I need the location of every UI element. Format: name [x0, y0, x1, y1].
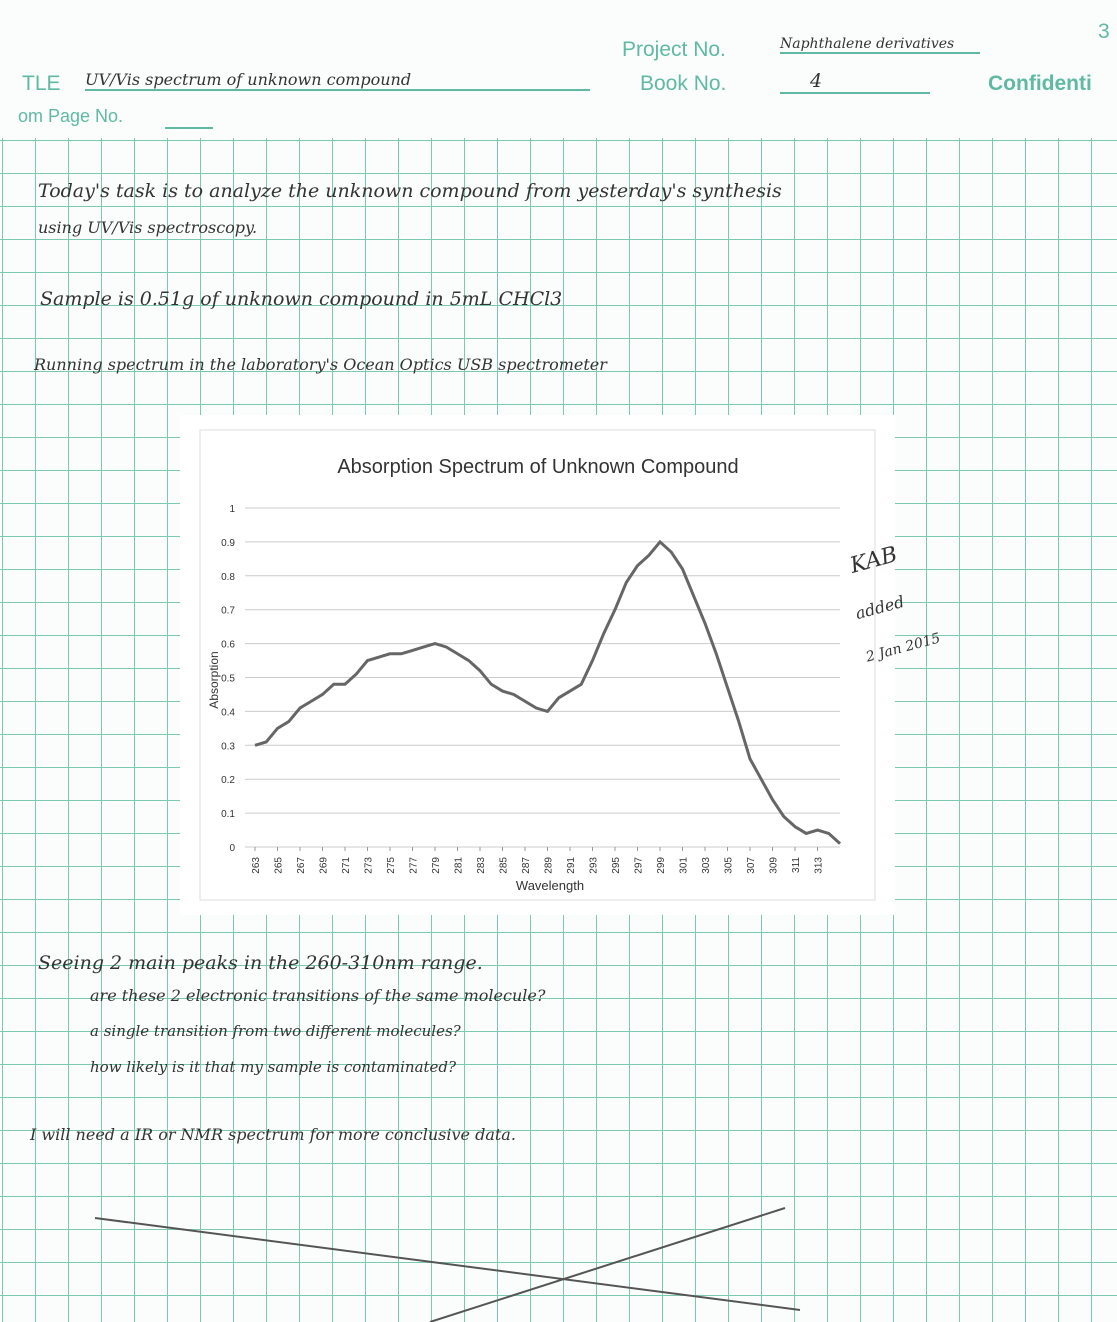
- from-page-label: om Page No.: [18, 106, 123, 127]
- strike: [95, 1218, 800, 1310]
- x-tick-label: 263: [251, 857, 262, 874]
- page-number: 3: [1098, 20, 1110, 44]
- note: Running spectrum in the laboratory's Oce…: [34, 355, 607, 374]
- chart-frame: [200, 430, 875, 900]
- strike-lines: [0, 1200, 1117, 1322]
- x-tick-label: 269: [319, 857, 330, 874]
- project: Naphthalene derivatives: [780, 36, 980, 54]
- x-tick-label: 273: [364, 857, 375, 874]
- x-tick-label: 291: [566, 857, 577, 874]
- x-tick-label: 271: [341, 857, 352, 874]
- book-label: Book No.: [640, 72, 726, 96]
- y-tick-label: 0.9: [221, 538, 235, 549]
- y-tick-label: 0: [229, 843, 235, 854]
- chart: Absorption Spectrum of Unknown Compound …: [180, 415, 895, 915]
- x-tick-label: 305: [724, 857, 735, 874]
- note: Sample is 0.51g of unknown compound in 5…: [40, 288, 562, 310]
- y-tick-label: 0.4: [221, 707, 235, 718]
- x-tick-label: 303: [701, 857, 712, 874]
- x-tick-label: 289: [544, 857, 555, 874]
- x-tick-label: 279: [431, 857, 442, 874]
- x-tick-label: 287: [521, 857, 532, 874]
- x-tick-label: 283: [476, 857, 487, 874]
- x-tick-label: 293: [589, 857, 600, 874]
- blank-line: [165, 127, 213, 129]
- note: how likely is it that my sample is conta…: [90, 1058, 456, 1076]
- x-tick-label: 309: [769, 857, 780, 874]
- header: 3 TLE UV/Vis spectrum of unknown compoun…: [0, 0, 1117, 138]
- x-axis-label: Wavelength: [516, 878, 584, 893]
- x-tick-label: 313: [814, 857, 825, 874]
- title: UV/Vis spectrum of unknown compound: [85, 70, 590, 91]
- x-tick-label: 307: [746, 857, 757, 874]
- x-tick-label: 285: [499, 857, 510, 874]
- x-tick-label: 295: [611, 857, 622, 874]
- x-tick-label: 267: [296, 857, 307, 874]
- confidential: Confidenti: [988, 72, 1092, 96]
- chart-title: Absorption Spectrum of Unknown Compound: [337, 456, 738, 478]
- y-tick-label: 0.6: [221, 640, 235, 651]
- x-tick-label: 301: [679, 857, 690, 874]
- y-tick-label: 0.2: [221, 775, 235, 786]
- x-tick-label: 277: [409, 857, 420, 874]
- y-tick-label: 0.1: [221, 809, 235, 820]
- x-tick-label: 265: [274, 857, 285, 874]
- x-tick-label: 297: [634, 857, 645, 874]
- x-tick-label: 299: [656, 857, 667, 874]
- y-tick-label: 0.8: [221, 572, 235, 583]
- y-tick-label: 0.7: [221, 606, 235, 617]
- note: Seeing 2 main peaks in the 260-310nm ran…: [38, 952, 483, 974]
- strike: [430, 1208, 785, 1322]
- project-label: Project No.: [622, 38, 726, 62]
- spectrum-line: [255, 542, 840, 844]
- y-axis-label: Absorption: [207, 651, 221, 708]
- y-tick-label: 1: [229, 504, 235, 515]
- note: using UV/Vis spectroscopy.: [38, 218, 257, 237]
- note: are these 2 electronic transitions of th…: [90, 986, 545, 1005]
- notebook-page: 3 TLE UV/Vis spectrum of unknown compoun…: [0, 0, 1117, 1322]
- title-label: TLE: [22, 72, 61, 96]
- note: a single transition from two different m…: [90, 1022, 461, 1040]
- x-tick-label: 281: [454, 857, 465, 874]
- book: 4: [780, 70, 930, 94]
- x-tick-label: 311: [791, 857, 802, 873]
- note: Today's task is to analyze the unknown c…: [38, 180, 782, 202]
- y-tick-label: 0.5: [221, 674, 235, 685]
- x-tick-label: 275: [386, 857, 397, 874]
- y-tick-label: 0.3: [221, 741, 235, 752]
- note: I will need a IR or NMR spectrum for mor…: [30, 1125, 516, 1144]
